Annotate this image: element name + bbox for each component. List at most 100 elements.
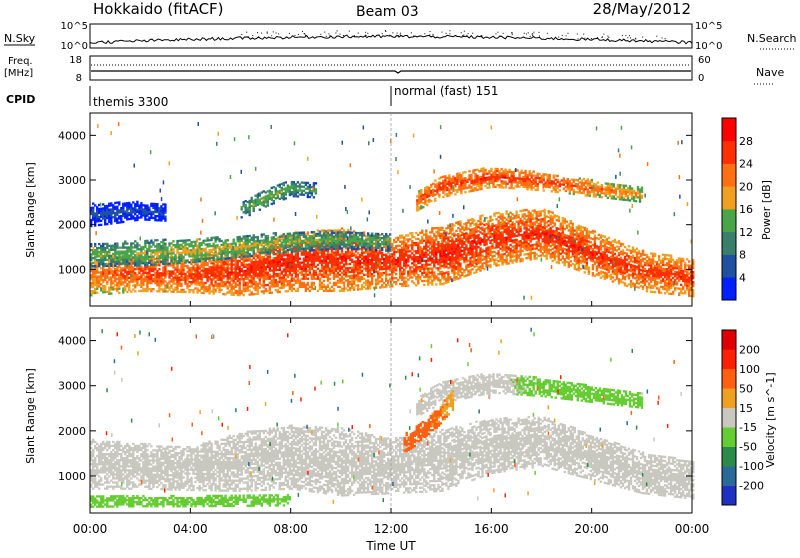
power-cell-band0 (574, 266, 576, 268)
power-cell-band0 (435, 249, 437, 251)
power-cell-band0 (339, 286, 341, 288)
power-cell-band0 (515, 211, 517, 213)
power-cell-band0 (646, 286, 648, 288)
power-cell-band0 (136, 280, 138, 282)
power-cell-band0 (429, 263, 431, 265)
power-cell-band0 (505, 257, 507, 259)
power-cell-band0 (104, 287, 106, 289)
power-cell-band0 (375, 257, 377, 259)
noise-search-dot (246, 32, 247, 33)
power-cell-band0 (333, 278, 335, 280)
power-cell-band0 (287, 290, 289, 292)
power-cell-band0 (164, 274, 166, 276)
power-cell-band0 (194, 267, 196, 269)
power-cell-band0 (515, 259, 517, 261)
power-cell-band0 (525, 221, 527, 223)
noise-search-dot (389, 35, 390, 36)
power-cell-band0 (301, 272, 303, 274)
noise-search-dot (625, 35, 626, 36)
power-cell-band0 (465, 232, 467, 234)
noise-search-dot (461, 32, 462, 33)
power-cell-band0 (375, 253, 377, 255)
power-cell-band0 (315, 256, 317, 258)
power-cell-band0 (128, 287, 130, 289)
power-cell-band0 (525, 247, 527, 249)
noise-right-tick-bottom: 10^0 (695, 41, 722, 52)
power-cell-band0 (477, 234, 479, 236)
power-cell-band0 (353, 289, 355, 291)
power-cell-band0 (435, 235, 437, 237)
power-cell-band0 (616, 241, 618, 243)
power-cell-band0 (255, 283, 257, 285)
noise-search-dot (397, 33, 398, 34)
power-cell-band0 (307, 278, 309, 280)
power-cell-band0 (525, 209, 527, 211)
power-cell-band0 (319, 258, 321, 260)
power-cell-band0 (413, 282, 415, 284)
power-cell-band0 (305, 290, 307, 292)
power-cell-band0 (435, 239, 437, 241)
power-cell-band0 (495, 236, 497, 238)
power-cell-band0 (317, 276, 319, 278)
power-cell-band0 (375, 271, 377, 273)
power-cell-band0 (564, 218, 566, 220)
power-cell-band0 (313, 262, 315, 264)
power-cell-band0 (172, 291, 174, 293)
power-cell-band0 (196, 263, 198, 265)
power-cell-band0 (616, 266, 618, 268)
power-cell-band0 (588, 269, 590, 271)
noise-search-dot (396, 35, 397, 36)
power-cell-band0 (134, 280, 136, 282)
noise-search-dot (429, 34, 430, 35)
power-cell-band0 (182, 271, 184, 273)
power-cell-band0 (439, 279, 441, 281)
power-cell-band0 (407, 246, 409, 248)
noise-search-dot (627, 37, 628, 38)
power-cell-band0 (172, 281, 174, 283)
power-cell-band0 (104, 285, 106, 287)
noise-search-dot (512, 34, 513, 35)
noise-search-dot (424, 33, 425, 34)
power-cell-band0 (255, 281, 257, 283)
power-cell-band0 (104, 275, 106, 277)
power-cell-band0 (646, 280, 648, 282)
power-cell-band0 (417, 280, 419, 282)
noise-search-dot (533, 36, 534, 37)
power-cell-band0 (495, 258, 497, 260)
noise-search-dot (642, 37, 643, 38)
noise-trace (90, 30, 692, 44)
power-cell-band0 (377, 283, 379, 285)
power-cell-band0 (305, 272, 307, 274)
power-cell-band0 (592, 268, 594, 270)
power-cell-band0 (594, 243, 596, 245)
power-cell-band0 (515, 247, 517, 249)
power-cell-band0 (208, 288, 210, 290)
power-cell-band0 (184, 273, 186, 275)
noise-search-dot (261, 33, 262, 34)
noise-search-dot (400, 33, 401, 34)
power-cell-band0 (648, 256, 650, 258)
power-cell-band0 (525, 245, 527, 247)
power-cell-band0 (405, 246, 407, 248)
power-cell-band0 (327, 284, 329, 286)
noise-search-dot (365, 32, 366, 33)
power-cell-band0 (622, 249, 624, 251)
power-cell-band0 (525, 223, 527, 225)
noise-search-dot (248, 36, 249, 37)
power-cell-band0 (491, 219, 493, 221)
power-cell-band0 (164, 272, 166, 274)
power-cell-band0 (405, 250, 407, 252)
nave-right-tick-bottom: 0 (698, 73, 704, 84)
power-cell-band0 (546, 258, 548, 260)
power-cell-band0 (586, 228, 588, 230)
power-cell-band0 (435, 237, 437, 239)
power-cell-band0 (405, 263, 407, 265)
power-cell-band0 (586, 238, 588, 240)
power-cell-band0 (465, 264, 467, 266)
power-cell-band0 (335, 256, 337, 258)
power-cell-band0 (279, 267, 281, 269)
power-cell-band0 (224, 275, 226, 277)
power-cell-band0 (586, 240, 588, 242)
power-cell-band0 (493, 255, 495, 257)
power-cell-band0 (431, 281, 433, 283)
